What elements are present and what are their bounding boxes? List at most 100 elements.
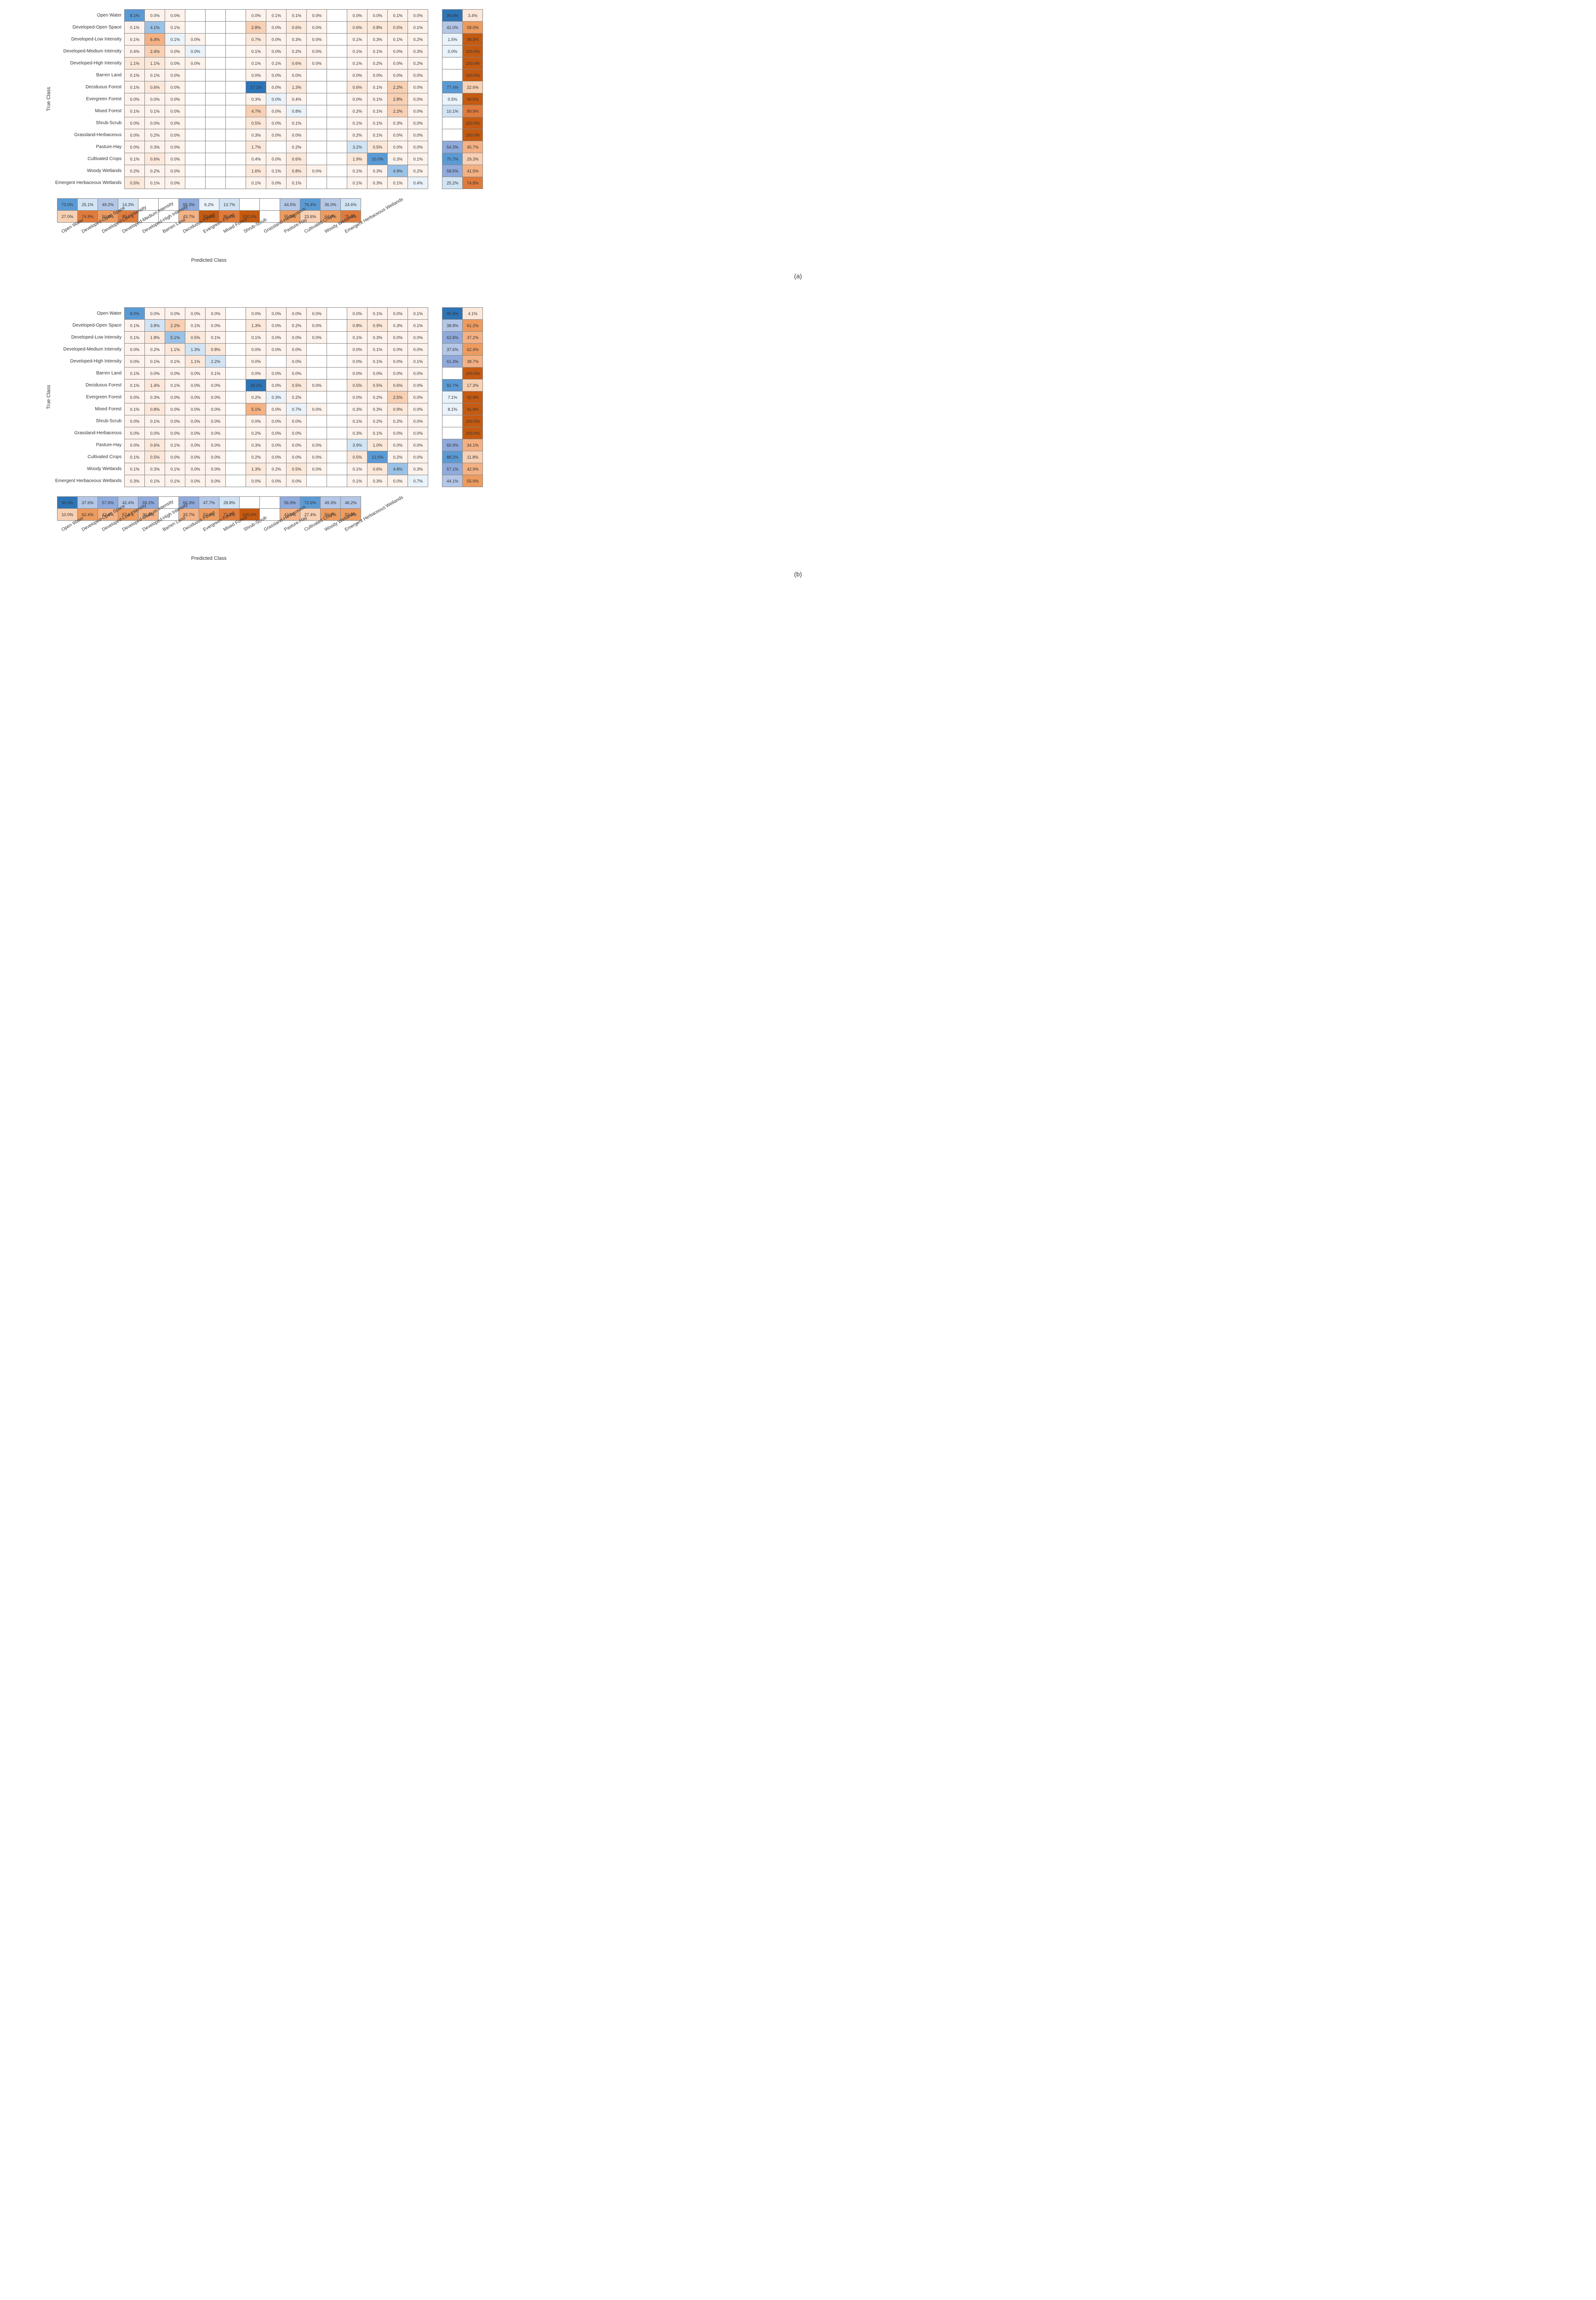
- bottom-cell: 6.2%: [199, 199, 219, 211]
- matrix-cell: [226, 439, 246, 451]
- side-cell-error: 41.5%: [463, 165, 483, 177]
- matrix-cell: 0.6%: [287, 58, 307, 69]
- side-cell-correct: 0.5%: [442, 93, 463, 105]
- matrix-cell: 0.1%: [347, 475, 367, 487]
- row-label: Cultivated Crops: [55, 451, 124, 463]
- matrix-cell: [307, 427, 327, 439]
- matrix-cell: 0.0%: [246, 368, 266, 380]
- matrix-cell: [226, 368, 246, 380]
- matrix-cell: 0.0%: [165, 58, 185, 69]
- matrix-cell: 8.1%: [125, 10, 145, 22]
- matrix-cell: [327, 391, 347, 403]
- matrix-cell: 0.0%: [408, 380, 428, 391]
- matrix-cell: 0.2%: [367, 391, 388, 403]
- matrix-cell: 0.0%: [307, 332, 327, 344]
- matrix-cell: 0.5%: [145, 451, 165, 463]
- matrix-cell: 0.1%: [185, 320, 206, 332]
- matrix-cell: 0.1%: [125, 451, 145, 463]
- bottom-cell: [260, 497, 280, 509]
- matrix-cell: 0.1%: [347, 58, 367, 69]
- matrix-cell: 0.0%: [408, 451, 428, 463]
- matrix-cell: 0.0%: [165, 129, 185, 141]
- matrix-cell: [226, 22, 246, 34]
- matrix-cell: 0.0%: [367, 10, 388, 22]
- matrix-cell: 0.0%: [367, 368, 388, 380]
- matrix-cell: 0.0%: [125, 141, 145, 153]
- matrix-cell: [226, 380, 246, 391]
- matrix-cell: 0.3%: [388, 117, 408, 129]
- matrix-cell: 0.0%: [185, 34, 206, 46]
- matrix-cell: 1.3%: [185, 344, 206, 356]
- matrix-cell: [206, 141, 226, 153]
- side-cell-error: 11.8%: [463, 451, 483, 463]
- matrix-cell: 0.8%: [287, 105, 307, 117]
- matrix-cell: 0.0%: [287, 308, 307, 320]
- matrix-cell: 0.0%: [408, 93, 428, 105]
- row-label: Developed-Open Space: [55, 22, 124, 34]
- matrix-cell: 0.0%: [246, 69, 266, 81]
- matrix-cell: 0.2%: [145, 344, 165, 356]
- matrix-cell: 0.1%: [246, 58, 266, 69]
- confusion-matrix-figure: True ClassOpen WaterDeveloped-Open Space…: [9, 307, 1587, 578]
- side-cell-error: 29.3%: [463, 153, 483, 165]
- matrix-cell: 0.0%: [266, 320, 287, 332]
- matrix-cell: [185, 129, 206, 141]
- matrix-cell: 0.0%: [246, 344, 266, 356]
- matrix-cell: 0.3%: [388, 320, 408, 332]
- matrix-cell: 12.5%: [367, 451, 388, 463]
- matrix-cell: [226, 177, 246, 189]
- matrix-cell: [327, 46, 347, 58]
- matrix-cell: 0.3%: [246, 129, 266, 141]
- matrix-cell: 1.3%: [287, 81, 307, 93]
- matrix-cell: 0.0%: [388, 332, 408, 344]
- matrix-cell: 0.6%: [367, 463, 388, 475]
- side-cell-correct: 62.8%: [442, 332, 463, 344]
- matrix-cell: 0.2%: [287, 391, 307, 403]
- matrix-cell: 0.0%: [388, 356, 408, 368]
- row-label: Pasture-Hay: [55, 439, 124, 451]
- matrix-cell: 0.0%: [388, 344, 408, 356]
- matrix-cell: 0.3%: [367, 165, 388, 177]
- side-cell-correct: 65.9%: [442, 439, 463, 451]
- matrix-cell: 0.1%: [125, 81, 145, 93]
- matrix-cell: 0.0%: [388, 475, 408, 487]
- matrix-cell: 0.0%: [185, 451, 206, 463]
- matrix-cell: 0.0%: [266, 332, 287, 344]
- side-cell-correct: [442, 368, 463, 380]
- matrix-cell: 0.1%: [165, 475, 185, 487]
- matrix-cell: [327, 117, 347, 129]
- matrix-cell: 0.0%: [206, 463, 226, 475]
- matrix-cell: 0.0%: [347, 308, 367, 320]
- matrix-cell: [206, 117, 226, 129]
- matrix-cell: 0.0%: [185, 463, 206, 475]
- matrix-cell: 0.0%: [266, 451, 287, 463]
- matrix-cell: 17.1%: [246, 81, 266, 93]
- matrix-cell: 0.0%: [388, 427, 408, 439]
- matrix-cell: [206, 34, 226, 46]
- side-cell-error: 100.0%: [463, 427, 483, 439]
- matrix-cell: 0.0%: [307, 46, 327, 58]
- matrix-cell: 0.1%: [367, 117, 388, 129]
- matrix-cell: 0.3%: [246, 93, 266, 105]
- side-cell-error: 100.0%: [463, 69, 483, 81]
- matrix-cell: 0.0%: [246, 475, 266, 487]
- matrix-cell: [307, 153, 327, 165]
- matrix-cell: 0.6%: [287, 22, 307, 34]
- matrix-cell: [226, 117, 246, 129]
- matrix-cell: 0.6%: [145, 81, 165, 93]
- matrix-cell: [327, 380, 347, 391]
- matrix-cell: [185, 81, 206, 93]
- side-cell-correct: 58.5%: [442, 165, 463, 177]
- matrix-cell: [185, 105, 206, 117]
- recall-side-grid: 95.9%4.1%38.8%61.2%62.8%37.2%37.6%62.4%6…: [442, 307, 483, 487]
- side-cell-error: 58.0%: [463, 22, 483, 34]
- matrix-cell: 0.0%: [125, 427, 145, 439]
- matrix-cell: [307, 356, 327, 368]
- matrix-cell: 0.0%: [408, 69, 428, 81]
- matrix-cell: 0.0%: [347, 10, 367, 22]
- matrix-cell: 0.8%: [206, 344, 226, 356]
- row-label: Woody Wetlands: [55, 165, 124, 177]
- matrix-cell: 0.0%: [165, 177, 185, 189]
- matrix-cell: 0.1%: [266, 10, 287, 22]
- matrix-cell: 0.1%: [388, 10, 408, 22]
